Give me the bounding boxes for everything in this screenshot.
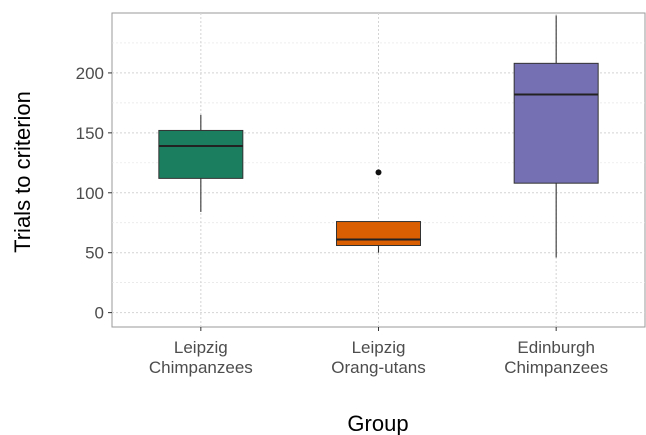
x-tick-label: Orang-utans bbox=[331, 358, 426, 377]
y-axis-ticks: 0 50 100 150 200 bbox=[76, 64, 112, 323]
box-iqr bbox=[336, 221, 421, 247]
x-axis-ticks: LeipzigChimpanzeesLeipzigOrang-utansEdin… bbox=[149, 327, 608, 377]
y-axis-title: Trials to criterion bbox=[10, 91, 35, 253]
box-group bbox=[513, 15, 599, 258]
x-axis-title: Group bbox=[347, 411, 408, 435]
x-tick-label: Edinburgh bbox=[517, 338, 595, 357]
boxes-layer bbox=[158, 15, 599, 258]
y-tick-label: 150 bbox=[76, 124, 104, 143]
x-tick-label: Chimpanzees bbox=[504, 358, 608, 377]
y-tick-label: 100 bbox=[76, 184, 104, 203]
box-group bbox=[158, 114, 244, 212]
outlier-point bbox=[375, 169, 382, 176]
x-tick-label: Leipzig bbox=[174, 338, 228, 357]
box-group bbox=[336, 169, 421, 253]
box-iqr bbox=[158, 129, 244, 179]
x-tick-label: Leipzig bbox=[352, 338, 406, 357]
box-iqr bbox=[513, 62, 599, 184]
y-tick-label: 200 bbox=[76, 64, 104, 83]
x-tick-label: Chimpanzees bbox=[149, 358, 253, 377]
y-tick-label: 0 bbox=[95, 304, 104, 323]
y-tick-label: 50 bbox=[85, 244, 104, 263]
